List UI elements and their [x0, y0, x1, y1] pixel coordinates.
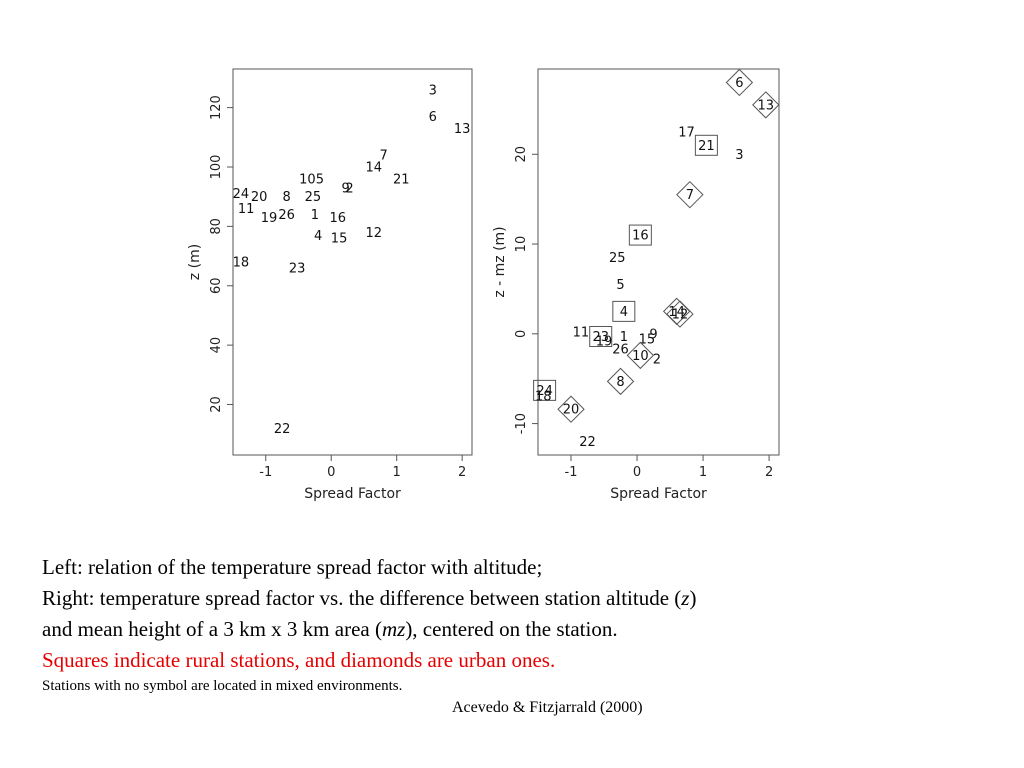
- right-station-label: 21: [698, 139, 715, 154]
- left-station-label: 26: [278, 208, 295, 223]
- left-station-label: 14: [366, 160, 383, 175]
- caption-citation: Acevedo & Fitzjarrald (2000): [452, 699, 643, 716]
- right-rural-square-marker: [589, 326, 613, 348]
- left-y-tick-label: 100: [209, 155, 224, 180]
- right-station-label: 2: [653, 352, 661, 367]
- left-station-label: 22: [274, 422, 291, 437]
- left-station-label: 24: [233, 187, 250, 202]
- right-rural-square-marker: [612, 300, 636, 322]
- right-station-label: 12: [672, 308, 689, 323]
- left-station-label: 23: [289, 261, 306, 276]
- left-station-label: 1: [311, 208, 319, 223]
- right-urban-diamond-marker: [676, 180, 704, 209]
- right-station-label: 15: [639, 333, 656, 348]
- right-rural-square-marker: [533, 379, 557, 401]
- left-y-tick-label: 60: [209, 277, 224, 294]
- left-station-label: 9: [341, 181, 349, 196]
- right-station-label: 26: [612, 343, 629, 358]
- left-station-label: 19: [261, 211, 278, 226]
- right-station-label: 8: [616, 375, 624, 390]
- left-station-label: 12: [366, 226, 383, 241]
- right-x-tick-label: 0: [633, 465, 641, 480]
- left-station-label: 20: [251, 190, 268, 205]
- right-rural-square-marker: [628, 224, 652, 246]
- right-station-label: 16: [632, 229, 649, 244]
- right-y-tick-label: 10: [514, 236, 529, 253]
- right-urban-diamond-marker: [606, 367, 635, 396]
- right-station-label: 7: [686, 188, 694, 203]
- right-station-label: 1: [620, 330, 628, 345]
- right-urban-diamond-marker: [557, 395, 585, 423]
- right-station-label: 18: [535, 389, 552, 404]
- left-y-tick-label: 80: [209, 218, 224, 235]
- right-station-label: 9: [649, 327, 657, 342]
- left-y-axis-title: z (m): [187, 244, 203, 280]
- right-x-tick-label: 2: [765, 465, 773, 480]
- right-y-tick-label: 0: [514, 330, 529, 338]
- caption-line-area-post: ), centered on the station.: [405, 617, 618, 641]
- right-urban-diamond-marker: [725, 68, 754, 97]
- right-station-label: 6: [735, 76, 743, 91]
- left-y-tick-label: 120: [209, 95, 224, 120]
- left-station-label: 8: [283, 190, 291, 205]
- left-x-tick-label: 2: [458, 465, 466, 480]
- right-y-axis-title: z - mz (m): [492, 226, 508, 297]
- caption-symbol-legend: Squares indicate rural stations, and dia…: [42, 648, 556, 672]
- left-x-tick-label: 1: [393, 465, 401, 480]
- right-station-label: 20: [563, 403, 580, 418]
- left-y-tick-label: 40: [209, 337, 224, 354]
- left-station-label: 16: [329, 211, 346, 226]
- left-y-tick-label: 20: [209, 396, 224, 413]
- right-urban-diamond-marker: [752, 91, 780, 119]
- left-station-label: 3: [429, 83, 437, 98]
- figure-caption: Left: relation of the temperature spread…: [42, 552, 942, 720]
- left-station-label: 7: [379, 149, 387, 164]
- right-x-tick-label: 1: [699, 465, 707, 480]
- right-station-label: 17: [678, 125, 695, 140]
- right-station-label: 3: [735, 148, 743, 163]
- right-station-label: 22: [579, 435, 596, 450]
- right-station-label: 13: [758, 98, 775, 113]
- right-plot-frame: [537, 68, 780, 456]
- left-station-label: 13: [454, 122, 471, 137]
- caption-var-mz: mz: [381, 617, 406, 641]
- caption-mixed-note: Stations with no symbol are located in m…: [42, 678, 403, 694]
- left-station-label: 6: [429, 110, 437, 125]
- left-station-label: 11: [238, 202, 255, 217]
- left-x-axis-title: Spread Factor: [304, 486, 401, 502]
- caption-line-left: Left: relation of the temperature spread…: [42, 555, 543, 579]
- caption-line-right-post: ): [689, 586, 697, 610]
- left-x-tick-label: -1: [259, 465, 272, 480]
- left-plot-frame: [232, 68, 473, 456]
- right-station-label: 24: [536, 384, 553, 399]
- left-station-label: 18: [233, 256, 250, 271]
- right-station-label: 19: [596, 334, 613, 349]
- right-urban-diamond-marker: [626, 341, 655, 370]
- caption-line-right: Right: temperature spread factor vs. the…: [42, 583, 942, 614]
- left-station-label: 4: [314, 229, 322, 244]
- right-station-label: 11: [573, 326, 590, 341]
- right-y-tick-label: -10: [514, 413, 529, 434]
- right-rural-square-marker: [694, 134, 718, 156]
- right-station-label: 25: [609, 251, 626, 266]
- left-station-label: 2: [345, 181, 353, 196]
- caption-line-area: and mean height of a 3 km x 3 km area (m…: [42, 614, 942, 645]
- left-station-label: 25: [305, 190, 322, 205]
- left-x-tick-label: 0: [327, 465, 335, 480]
- right-urban-diamond-marker: [666, 300, 694, 328]
- right-station-label: 10: [632, 349, 649, 364]
- right-x-tick-label: -1: [565, 465, 578, 480]
- caption-line-right-pre: Right: temperature spread factor vs. the…: [42, 586, 682, 610]
- right-x-axis-title: Spread Factor: [610, 486, 707, 502]
- right-station-label: 23: [592, 330, 609, 345]
- caption-var-z: z: [681, 586, 690, 610]
- caption-line-area-pre: and mean height of a 3 km x 3 km area (: [42, 617, 382, 641]
- left-station-label: 21: [393, 172, 410, 187]
- right-y-tick-label: 20: [514, 146, 529, 163]
- left-station-label: 15: [331, 232, 348, 247]
- right-station-label: 5: [616, 278, 624, 293]
- right-station-label: 4: [620, 305, 628, 320]
- left-station-label: 105: [299, 172, 324, 187]
